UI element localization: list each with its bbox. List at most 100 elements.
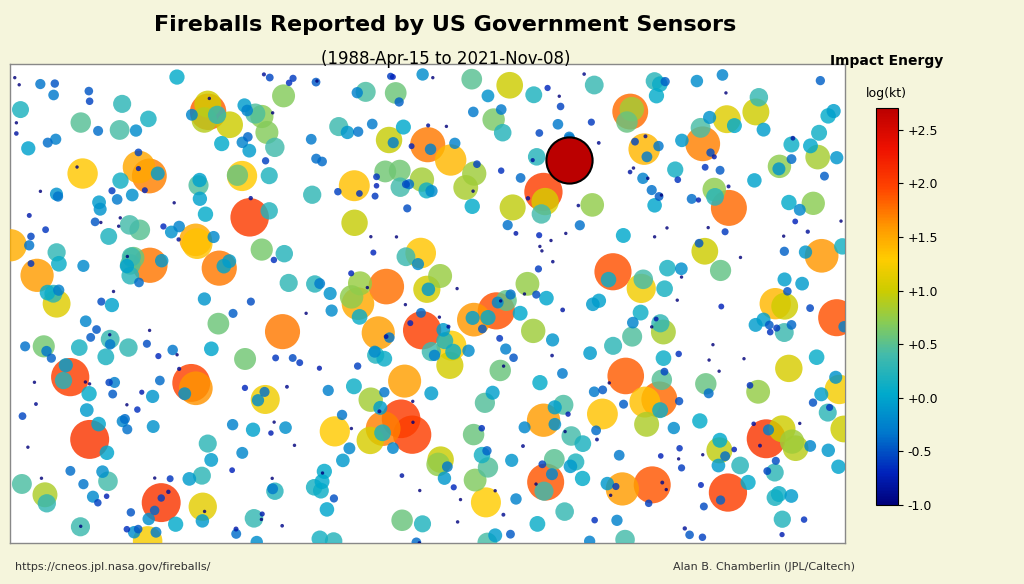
Point (836, 322, 852, 331)
Point (591, 296, 607, 305)
Point (502, 81, 518, 90)
Point (796, 515, 812, 524)
Point (141, 260, 158, 270)
Point (783, 320, 800, 329)
Point (746, 176, 763, 185)
Point (618, 117, 635, 127)
Point (712, 446, 728, 455)
Point (410, 259, 426, 269)
Point (261, 206, 278, 215)
Point (73, 118, 89, 127)
Point (802, 141, 818, 151)
Point (479, 538, 496, 547)
Point (530, 265, 547, 274)
Point (281, 278, 297, 287)
Point (106, 378, 123, 387)
Point (605, 341, 622, 350)
Point (658, 223, 675, 232)
Point (237, 383, 253, 392)
Point (201, 94, 217, 103)
Point (22, 211, 38, 220)
Point (556, 507, 572, 516)
Point (404, 397, 421, 406)
Point (170, 235, 186, 244)
Point (607, 482, 624, 491)
Point (584, 117, 600, 127)
Point (689, 77, 706, 86)
Point (750, 387, 766, 397)
Point (626, 164, 642, 173)
Point (8, 118, 25, 127)
Point (36, 342, 52, 351)
Point (275, 91, 292, 100)
Point (431, 312, 447, 322)
Point (488, 306, 505, 315)
Point (194, 471, 210, 481)
Point (531, 231, 548, 240)
Point (311, 534, 328, 544)
Point (783, 140, 800, 149)
Point (449, 284, 465, 293)
Point (644, 480, 660, 489)
Point (48, 299, 65, 308)
Point (656, 284, 673, 293)
Point (512, 308, 528, 318)
Point (552, 102, 568, 111)
Point (771, 162, 787, 171)
Point (828, 153, 845, 162)
Point (655, 327, 672, 336)
Point (198, 210, 214, 219)
Point (385, 443, 401, 453)
Point (326, 493, 342, 503)
Point (156, 222, 172, 231)
Point (413, 248, 429, 258)
Point (343, 269, 359, 278)
Point (691, 238, 708, 248)
Point (154, 256, 170, 265)
Point (195, 516, 211, 526)
Point (436, 474, 453, 483)
Point (652, 319, 669, 328)
Point (48, 248, 65, 257)
Point (197, 507, 213, 516)
Point (57, 360, 74, 370)
Point (520, 194, 537, 203)
Point (6, 73, 23, 82)
Point (388, 232, 404, 242)
Point (32, 79, 48, 89)
Point (458, 183, 474, 192)
Point (767, 299, 783, 308)
Point (774, 530, 791, 539)
Point (124, 190, 140, 200)
Point (404, 418, 421, 427)
Point (609, 516, 626, 525)
Point (674, 135, 690, 145)
Point (371, 406, 387, 416)
Point (760, 425, 776, 434)
Point (129, 405, 145, 414)
Point (276, 249, 293, 258)
Point (378, 332, 394, 341)
Point (123, 252, 139, 262)
Point (627, 137, 643, 147)
Point (646, 201, 663, 210)
Point (601, 378, 617, 388)
Point (487, 486, 504, 495)
Point (265, 255, 282, 265)
Point (75, 169, 91, 178)
Point (780, 198, 797, 207)
Point (397, 252, 414, 262)
Point (306, 482, 323, 492)
Point (224, 420, 241, 429)
Point (240, 132, 256, 141)
Point (493, 166, 509, 175)
Point (367, 192, 383, 201)
Point (696, 246, 713, 256)
Point (375, 424, 391, 433)
Point (221, 256, 238, 266)
Point (779, 287, 796, 296)
Point (561, 155, 578, 165)
Point (546, 455, 562, 464)
Point (602, 491, 618, 500)
Point (653, 375, 670, 384)
